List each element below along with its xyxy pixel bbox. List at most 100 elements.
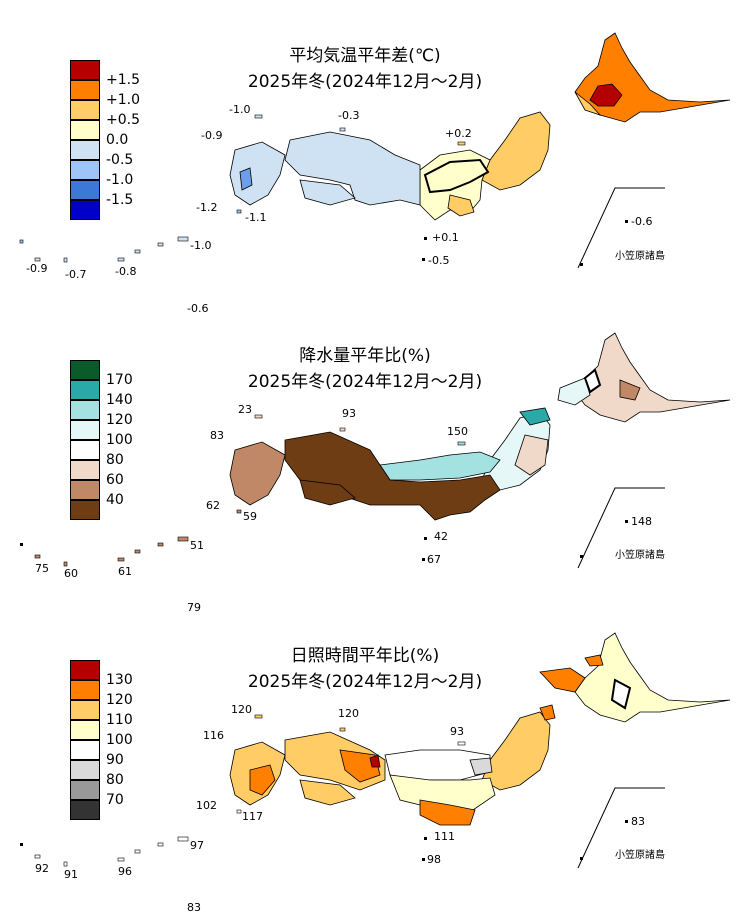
legend-swatch — [70, 480, 100, 500]
legend-swatch — [70, 200, 100, 220]
station-value: 120 — [338, 707, 359, 720]
station-value: -0.6 — [631, 215, 653, 228]
station-value: -1.1 — [245, 211, 267, 224]
station-value: 91 — [64, 868, 78, 881]
station-value: 51 — [190, 539, 204, 552]
legend-label: -1.0 — [106, 172, 134, 188]
legend-label: 80 — [106, 772, 124, 788]
station-value: -1.0 — [190, 239, 212, 252]
legend-label: 40 — [106, 492, 124, 508]
legend-swatch — [70, 140, 100, 160]
legend-swatch — [70, 160, 100, 180]
precipitation-title: 降水量平年比(%) — [299, 346, 431, 366]
legend-swatch — [70, 500, 100, 520]
legend-swatch — [70, 440, 100, 460]
legend-swatch — [70, 420, 100, 440]
temperature-title: 平均気温平年差(℃) — [289, 46, 441, 66]
station-value: +0.1 — [432, 231, 459, 244]
legend-swatch — [70, 400, 100, 420]
station-value: -0.9 — [26, 262, 48, 275]
legend-label: -1.5 — [106, 192, 134, 208]
station-value: 148 — [631, 515, 652, 528]
legend-label: +1.0 — [106, 92, 140, 108]
station-value: 62 — [206, 499, 220, 512]
legend-swatch — [70, 360, 100, 380]
legend-label: 110 — [106, 712, 133, 728]
legend-label: 120 — [106, 692, 133, 708]
legend-label: 170 — [106, 372, 133, 388]
temperature-subtitle: 2025年冬(2024年12月～2月) — [247, 72, 483, 92]
station-value: -1.0 — [229, 103, 251, 116]
station-value: -0.6 — [187, 302, 209, 315]
legend-swatch — [70, 700, 100, 720]
station-value: 60 — [64, 567, 78, 580]
station-value: 97 — [190, 839, 204, 852]
station-value: 96 — [118, 865, 132, 878]
legend-label: +0.5 — [106, 112, 140, 128]
station-value: 42 — [434, 530, 448, 543]
legend-label: 140 — [106, 392, 133, 408]
station-value: 23 — [238, 403, 252, 416]
legend-label: 60 — [106, 472, 124, 488]
station-value: 111 — [434, 830, 455, 843]
ogasawara-label: 小笠原諸島 — [615, 251, 665, 262]
legend-swatch — [70, 60, 100, 80]
station-value: 61 — [118, 565, 132, 578]
legend-label: 90 — [106, 752, 124, 768]
legend-swatch — [70, 120, 100, 140]
legend-label: 100 — [106, 432, 133, 448]
station-value: 93 — [450, 725, 464, 738]
sunshine-subtitle: 2025年冬(2024年12月～2月) — [247, 672, 483, 692]
station-value: -0.8 — [115, 265, 137, 278]
precipitation-subtitle: 2025年冬(2024年12月～2月) — [247, 372, 483, 392]
station-value: -0.5 — [428, 254, 450, 267]
station-value: 102 — [196, 799, 217, 812]
legend-label: 80 — [106, 452, 124, 468]
legend-swatch — [70, 800, 100, 820]
station-value: 93 — [342, 407, 356, 420]
precipitation-map — [20, 332, 731, 569]
legend-label: 100 — [106, 732, 133, 748]
sunshine-title: 日照時間平年比(%) — [290, 646, 440, 666]
legend-swatch — [70, 180, 100, 200]
legend-swatch — [70, 80, 100, 100]
precipitation-panel: 降水量平年比(%) 2025年冬(2024年12月～2月) 170 140 12… — [0, 300, 750, 614]
station-value: 75 — [35, 562, 49, 575]
legend-label: 70 — [106, 792, 124, 808]
legend-label: 0.0 — [106, 132, 129, 148]
station-value: -1.2 — [196, 201, 218, 214]
temperature-map — [19, 32, 731, 269]
station-value: -0.7 — [65, 268, 87, 281]
legend-swatch — [70, 380, 100, 400]
station-value: 67 — [427, 553, 441, 566]
legend-swatch — [70, 740, 100, 760]
legend-swatch — [70, 100, 100, 120]
station-value: -0.3 — [338, 109, 360, 122]
station-value: +0.2 — [445, 127, 472, 140]
legend-swatch — [70, 460, 100, 480]
ogasawara-label: 小笠原諸島 — [615, 550, 665, 561]
temperature-panel: 平均気温平年差(℃) 2025年冬(2024年12月～2月) +1.5 +1.0… — [0, 0, 750, 315]
sunshine-panel: 日照時間平年比(%) 2025年冬(2024年12月～2月) 130 120 1… — [0, 600, 750, 914]
legend-label: 120 — [106, 412, 133, 428]
legend-swatch — [70, 680, 100, 700]
station-value: 98 — [427, 853, 441, 866]
legend-swatch — [70, 760, 100, 780]
station-value: 150 — [447, 425, 468, 438]
legend-label: 130 — [106, 672, 133, 688]
legend-swatch — [70, 660, 100, 680]
station-value: 120 — [231, 703, 252, 716]
legend-label: +1.5 — [106, 72, 140, 88]
station-value: 116 — [203, 729, 224, 742]
station-value: 83 — [210, 429, 224, 442]
station-value: 59 — [243, 510, 257, 523]
legend-label: -0.5 — [106, 152, 134, 168]
station-value: 83 — [631, 815, 645, 828]
station-value: 92 — [35, 862, 49, 875]
station-value: -0.9 — [201, 129, 223, 142]
station-value: 79 — [187, 601, 201, 614]
sunshine-map — [20, 632, 731, 869]
station-value: 117 — [242, 810, 263, 823]
legend-swatch — [70, 780, 100, 800]
legend-swatch — [70, 720, 100, 740]
